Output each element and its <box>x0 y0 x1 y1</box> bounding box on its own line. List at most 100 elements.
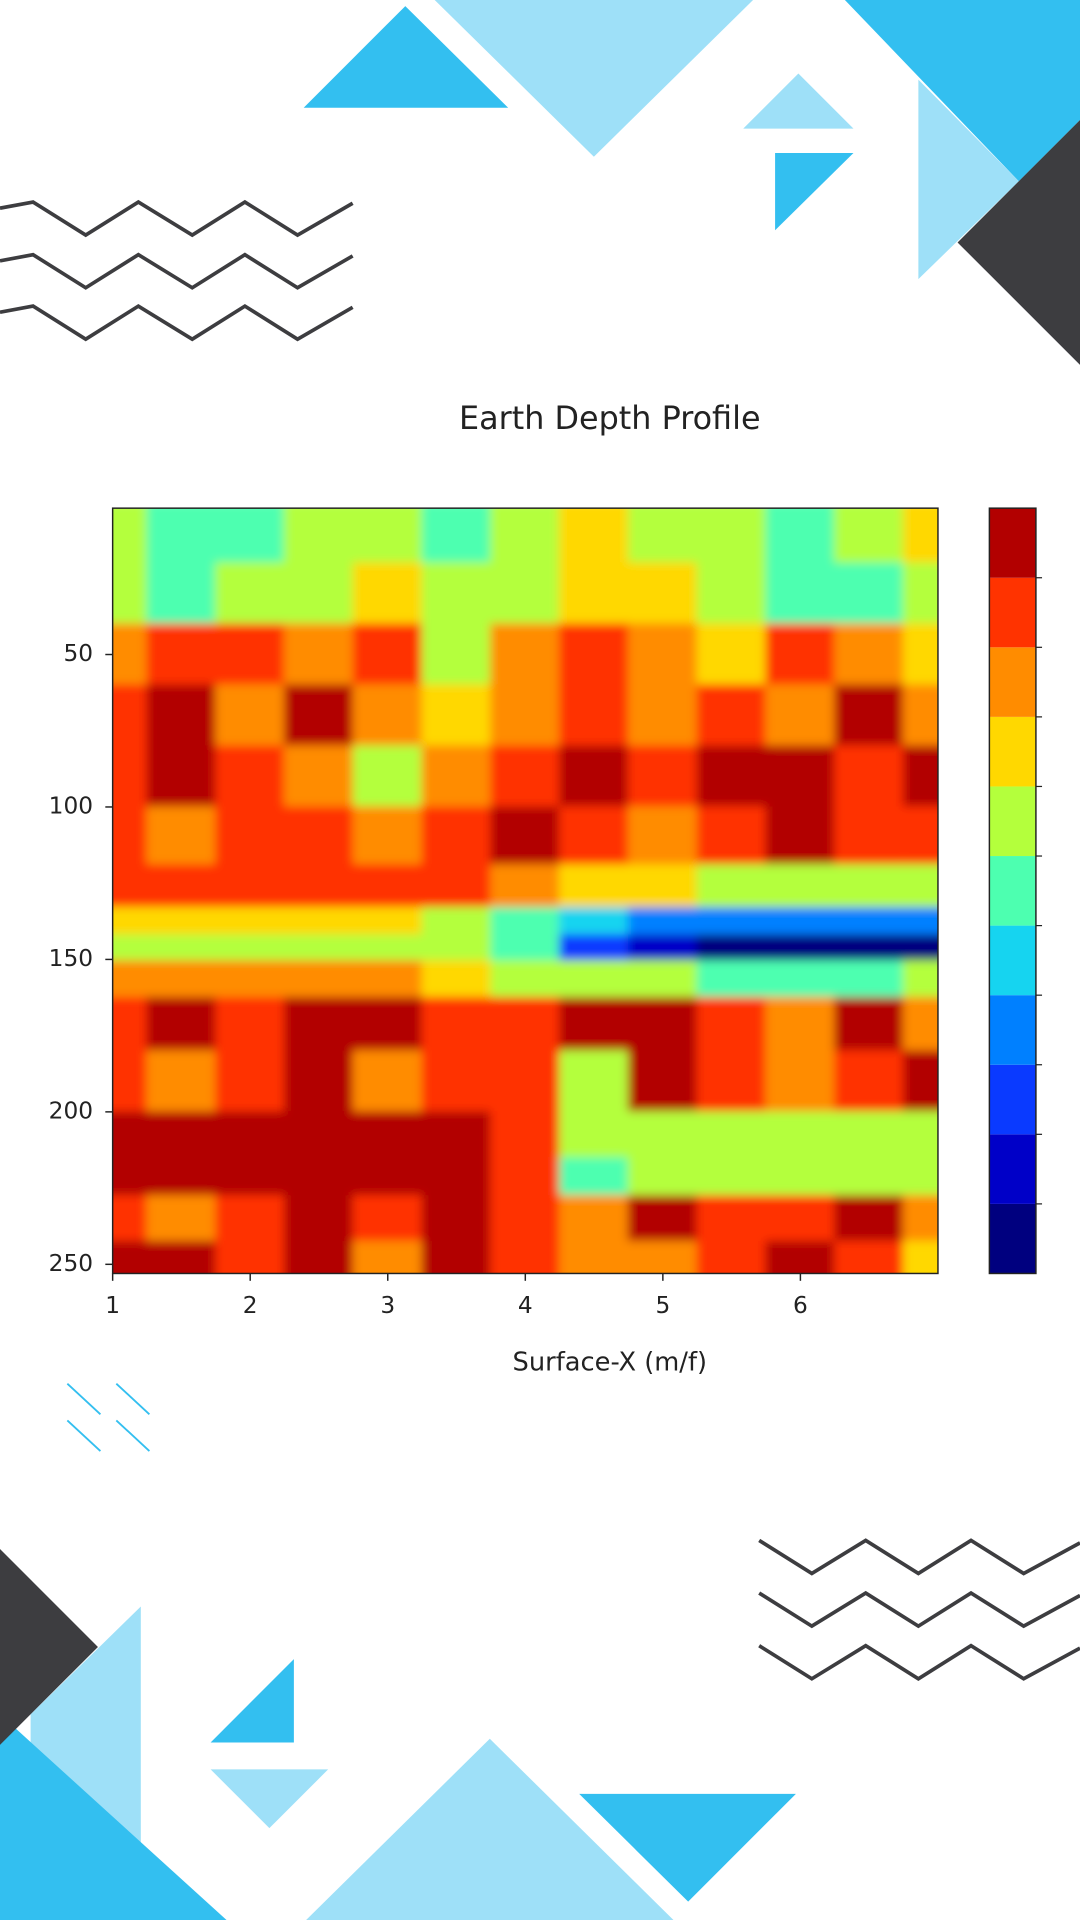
contour-cell <box>112 960 148 999</box>
contour-cell <box>902 1111 938 1159</box>
contour-cell <box>215 562 286 625</box>
contour-cell <box>902 1156 938 1197</box>
contour-cell <box>112 562 148 625</box>
contour-cell <box>283 623 354 686</box>
colorbar-band <box>989 925 1036 996</box>
colorbar-band <box>989 786 1036 857</box>
contour-cell <box>627 906 698 936</box>
contour-cell <box>352 562 423 625</box>
contour-cell <box>352 1156 423 1197</box>
x-tick-label: 3 <box>380 1292 395 1319</box>
contour-cell <box>146 806 217 866</box>
contour-cell <box>490 934 561 962</box>
contour-cell <box>215 960 286 999</box>
contour-cell <box>765 934 836 962</box>
contour-cell <box>215 864 286 909</box>
contour-cell <box>559 934 630 962</box>
contour-cell <box>902 906 938 936</box>
contour-cell <box>112 745 148 808</box>
contour-cell <box>146 864 217 909</box>
contour-cell <box>627 508 698 564</box>
contour-cell <box>559 906 630 936</box>
contour-cell <box>283 1111 354 1159</box>
contour-cell <box>559 508 630 564</box>
contour-cell <box>215 934 286 962</box>
contour-cell <box>146 934 217 962</box>
contour-cell <box>352 1111 423 1159</box>
contour-cell <box>834 1156 905 1197</box>
contour-cell <box>696 1240 767 1274</box>
contour-cell <box>765 684 836 747</box>
contour-cell <box>627 1156 698 1197</box>
contour-cell <box>696 906 767 936</box>
contour-cell <box>559 1050 630 1113</box>
contour-cell <box>765 1111 836 1159</box>
colorbar-band <box>989 856 1036 926</box>
contour-cell <box>902 864 938 909</box>
contour-cell <box>902 960 938 999</box>
contour-cell <box>490 906 561 936</box>
contour-cell <box>834 1111 905 1159</box>
contour-cell <box>834 623 905 686</box>
contour-cell <box>902 1240 938 1274</box>
contour-cell <box>352 1195 423 1243</box>
contour-cell <box>421 684 492 747</box>
contour-cell <box>283 508 354 564</box>
contour-cell <box>559 1156 630 1197</box>
contour-cell <box>490 806 561 866</box>
contour-cell <box>559 960 630 999</box>
contour-cell <box>696 806 767 866</box>
contour-cell <box>283 864 354 909</box>
contour-cell <box>490 1195 561 1243</box>
contour-cell <box>834 864 905 909</box>
contour-cell <box>283 1050 354 1113</box>
contour-cell <box>352 1050 423 1113</box>
contour-cell <box>765 562 836 625</box>
contour-cell <box>352 960 423 999</box>
contour-cell <box>834 906 905 936</box>
contour-cell <box>490 623 561 686</box>
contour-cell <box>696 1156 767 1197</box>
contour-cell <box>146 508 217 564</box>
colorbar-band <box>989 647 1036 717</box>
contour-cell <box>696 960 767 999</box>
contour-cell <box>112 508 148 564</box>
contour-cell <box>352 745 423 808</box>
contour-cell <box>112 684 148 747</box>
contour-cell <box>146 1111 217 1159</box>
y-tick-label: 150 <box>49 945 93 972</box>
contour-cell <box>765 508 836 564</box>
contour-cell <box>627 1050 698 1113</box>
contour-cell <box>112 864 148 909</box>
contour-cell <box>902 684 938 747</box>
contour-cell <box>834 960 905 999</box>
contour-cell <box>215 906 286 936</box>
contour-cell <box>112 934 148 962</box>
contour-cell <box>421 864 492 909</box>
contour-cell <box>146 684 217 747</box>
contour-cell <box>765 960 836 999</box>
contour-cell <box>902 806 938 866</box>
contour-cell <box>559 1111 630 1159</box>
contour-cell <box>352 684 423 747</box>
contour-cell <box>146 1050 217 1113</box>
contour-cell <box>765 1050 836 1113</box>
contour-cell <box>421 960 492 999</box>
axes: 1 2 3 4 5 6 50 100 150 200 250 <box>49 507 1043 1319</box>
contour-cell <box>627 934 698 962</box>
contour-cell <box>902 1195 938 1243</box>
contour-cell <box>902 934 938 962</box>
contour-cell <box>215 1111 286 1159</box>
contour-cell <box>490 745 561 808</box>
contour-cell <box>146 906 217 936</box>
contour-cell <box>765 623 836 686</box>
contour-cell <box>559 745 630 808</box>
contour-cell <box>146 1195 217 1243</box>
contour-cell <box>834 1240 905 1274</box>
contour-cell <box>215 996 286 1052</box>
contour-cell <box>215 806 286 866</box>
plot-area <box>112 508 938 1274</box>
contour-cell <box>902 562 938 625</box>
contour-cell <box>627 806 698 866</box>
contour-cell <box>421 1050 492 1113</box>
